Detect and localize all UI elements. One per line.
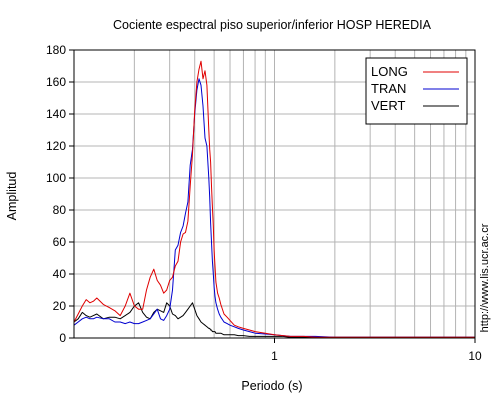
series-group bbox=[73, 60, 475, 338]
x-axis-label: Periodo (s) bbox=[241, 379, 302, 393]
x-tick-label: 10 bbox=[468, 349, 482, 363]
y-tick-label: 100 bbox=[46, 171, 66, 185]
y-tick-label: 0 bbox=[59, 331, 66, 345]
legend: LONG TRAN VERT bbox=[365, 57, 468, 125]
series-line-long bbox=[73, 60, 475, 338]
y-tick-label: 120 bbox=[46, 139, 66, 153]
legend-label-long: LONG bbox=[371, 64, 408, 79]
x-axis-ticks: 1 10 bbox=[271, 338, 482, 363]
legend-label-tran: TRAN bbox=[371, 81, 406, 96]
series-line-vert bbox=[73, 302, 475, 338]
y-tick-label: 20 bbox=[53, 299, 67, 313]
chart-title: Cociente espectral piso superior/inferio… bbox=[113, 18, 432, 32]
y-tick-label: 140 bbox=[46, 107, 66, 121]
side-url-label: http://www.lis.ucr.ac.cr bbox=[479, 223, 491, 332]
x-tick-label: 1 bbox=[271, 349, 278, 363]
y-axis-ticks: 0 20 40 60 80 100 120 140 160 180 bbox=[46, 43, 74, 345]
legend-box bbox=[365, 57, 468, 125]
y-tick-label: 80 bbox=[53, 203, 67, 217]
y-tick-label: 60 bbox=[53, 235, 67, 249]
y-tick-label: 180 bbox=[46, 43, 66, 57]
y-tick-label: 40 bbox=[53, 267, 67, 281]
legend-label-vert: VERT bbox=[371, 98, 405, 113]
y-tick-label: 160 bbox=[46, 75, 66, 89]
y-axis-label: Amplitud bbox=[5, 172, 19, 221]
